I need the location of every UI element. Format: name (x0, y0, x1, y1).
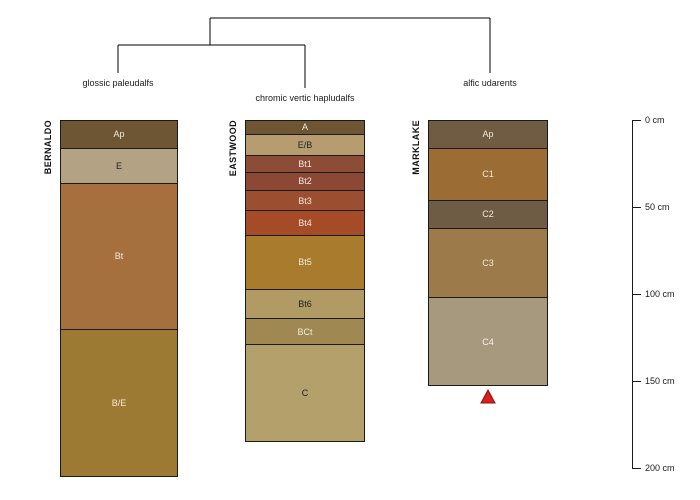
red-triangle-marker (480, 389, 496, 404)
horizon-label: Bt3 (298, 195, 312, 206)
column-name-bernaldo: BERNALDO (43, 120, 53, 175)
horizon-bct: BCt (246, 319, 364, 346)
cluster-label-glossic-paleudalfs: glossic paleudalfs (82, 78, 154, 88)
horizon-a: A (246, 121, 364, 135)
horizon-label: Bt5 (298, 257, 312, 268)
profile-column-bernaldo: Ap E Bt B/E (60, 120, 178, 477)
depth-tick (632, 467, 641, 469)
horizon-label: A (301, 122, 308, 133)
horizon-label: C (301, 388, 309, 399)
horizon-c2: C2 (429, 201, 547, 229)
horizon-c: C (246, 345, 364, 442)
depth-tick-label: 50 cm (645, 202, 670, 212)
depth-tick-label: 0 cm (645, 115, 665, 125)
horizon-label: Bt2 (298, 176, 312, 187)
horizon-be: B/E (61, 329, 177, 476)
horizon-label: C2 (482, 209, 494, 220)
cluster-label-alfic-udarents: alfic udarents (463, 78, 517, 88)
horizon-bt3: Bt3 (246, 190, 364, 212)
horizon-label: BCt (297, 326, 313, 337)
horizon-ap: Ap (61, 121, 177, 149)
horizon-label: Ap (482, 129, 494, 140)
horizon-label: Bt1 (298, 158, 312, 169)
horizon-label: Bt4 (298, 218, 312, 229)
horizon-label: Ap (113, 129, 125, 140)
horizon-label: Bt6 (298, 299, 312, 310)
column-name-marklake: MARKLAKE (411, 120, 421, 175)
horizon-label: C1 (482, 169, 494, 180)
horizon-eb: E/B (246, 134, 364, 156)
profile-column-eastwood: A E/B Bt1 Bt2 Bt3 Bt4 Bt5 Bt6 BCt C (245, 120, 365, 443)
depth-tick (632, 119, 641, 121)
horizon-bt1: Bt1 (246, 155, 364, 174)
horizon-c4: C4 (429, 298, 547, 386)
horizon-c3: C3 (429, 228, 547, 299)
horizon-bt4: Bt4 (246, 211, 364, 236)
depth-tick (632, 206, 641, 208)
depth-tick-label: 150 cm (645, 376, 675, 386)
profile-column-marklake: Ap C1 C2 C3 C4 (428, 120, 548, 387)
horizon-label: E (115, 160, 122, 171)
depth-tick-label: 200 cm (645, 463, 675, 473)
horizon-label: C3 (482, 258, 494, 269)
depth-tick-label: 100 cm (645, 289, 675, 299)
dendrogram (117, 17, 491, 88)
horizon-label: E/B (297, 139, 313, 150)
triangle-up-icon (480, 389, 496, 404)
horizon-e: E (61, 148, 177, 184)
horizon-bt2: Bt2 (246, 173, 364, 191)
horizon-c1: C1 (429, 148, 547, 202)
horizon-label: C4 (482, 336, 494, 347)
horizon-ap: Ap (429, 121, 547, 149)
cluster-label-chromic-vertic-hapludalfs: chromic vertic hapludalfs (255, 93, 355, 103)
horizon-label: B/E (111, 397, 127, 408)
horizon-bt: Bt (61, 183, 177, 330)
horizon-label: Bt (114, 251, 124, 262)
horizon-bt6: Bt6 (246, 289, 364, 320)
column-name-eastwood: EASTWOOD (228, 120, 238, 177)
depth-tick (632, 380, 641, 382)
depth-tick (632, 293, 641, 295)
horizon-bt5: Bt5 (246, 235, 364, 290)
